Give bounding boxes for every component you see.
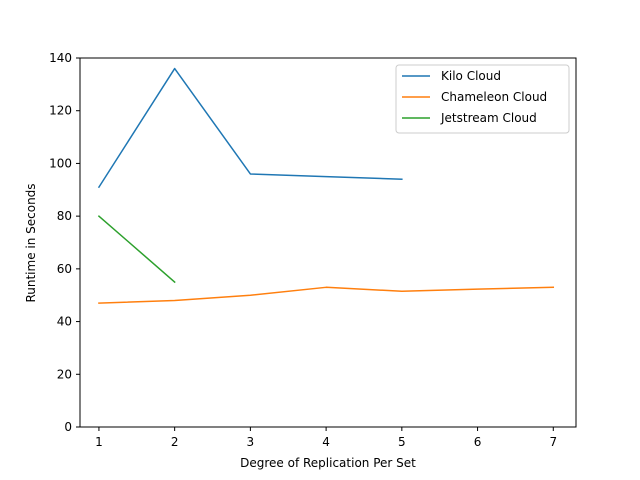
x-axis-label: Degree of Replication Per Set xyxy=(240,456,416,470)
series-line-2 xyxy=(98,286,555,304)
legend-box xyxy=(395,64,570,134)
plot-area xyxy=(97,67,555,304)
y-tick-label: 20 xyxy=(57,367,72,381)
y-tick-label: 100 xyxy=(49,156,72,170)
x-tick-label: 2 xyxy=(171,435,179,449)
series-line-1 xyxy=(97,67,403,189)
x-tick-label: 5 xyxy=(398,435,406,449)
y-tick-label: 120 xyxy=(49,104,72,118)
y-axis-label: Runtime in Seconds xyxy=(24,183,38,302)
legend: Kilo Cloud Chameleon Cloud Jetstream Cloud xyxy=(395,64,570,134)
x-tick-label: 7 xyxy=(549,435,557,449)
y-tick-label: 80 xyxy=(57,209,72,223)
legend-label: Jetstream Cloud xyxy=(440,111,537,125)
axes: 1 2 3 4 5 6 7 0 20 40 60 80 100 120 140 xyxy=(49,51,577,449)
y-tick-label: 0 xyxy=(64,420,72,434)
axes-frame xyxy=(79,57,577,428)
y-tick-label: 140 xyxy=(49,51,72,65)
y-tick-label: 60 xyxy=(57,262,72,276)
x-tick-label: 6 xyxy=(474,435,482,449)
series-line-3 xyxy=(97,215,176,284)
x-tick-label: 3 xyxy=(247,435,255,449)
legend-label: Kilo Cloud xyxy=(441,69,501,83)
x-tick-label: 4 xyxy=(322,435,330,449)
y-tick-label: 40 xyxy=(57,315,72,329)
legend-label: Chameleon Cloud xyxy=(441,90,547,104)
x-tick-label: 1 xyxy=(95,435,103,449)
